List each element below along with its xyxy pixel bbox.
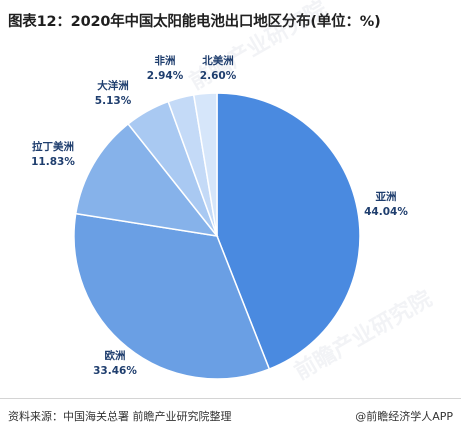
slice-value-label: 33.46% [93, 365, 137, 377]
footer-divider [0, 398, 461, 399]
slice-value-label: 2.94% [147, 70, 184, 82]
slice-name-label: 亚洲 [376, 191, 397, 203]
credit-note: @前瞻经济学人APP [355, 410, 453, 423]
footer: 资料来源：中国海关总署 前瞻产业研究院整理 @前瞻经济学人APP [0, 404, 461, 434]
pie-slice [74, 122, 219, 238]
pie-slice [192, 92, 218, 237]
pie-slice [73, 212, 271, 380]
pie-slice [216, 92, 361, 371]
source-note: 资料来源：中国海关总署 前瞻产业研究院整理 [8, 410, 232, 423]
slice-value-label: 2.60% [200, 70, 237, 82]
slice-name-label: 北美洲 [202, 54, 234, 67]
slice-name-label: 拉丁美洲 [32, 140, 74, 153]
slice-value-label: 11.83% [31, 156, 75, 168]
slice-name-label: 欧洲 [105, 349, 126, 362]
slice-name-label: 大洋洲 [97, 79, 129, 92]
pie-slices [73, 92, 361, 380]
pie-chart: 前瞻产业研究院 前瞻产业研究院 前瞻产业研究院 亚洲44.04%欧洲33.46%… [31, 0, 436, 385]
slice-name-label: 非洲 [155, 54, 176, 67]
chart-title: 图表12：2020年中国太阳能电池出口地区分布(单位：%) [8, 14, 381, 30]
slice-value-label: 5.13% [95, 95, 132, 107]
slice-value-label: 44.04% [364, 206, 408, 218]
pie-labels: 亚洲 44.04% 欧洲 33.46% 拉丁美洲 11.83% 大洋洲 5.13% 非洲 2.94… [31, 54, 408, 377]
